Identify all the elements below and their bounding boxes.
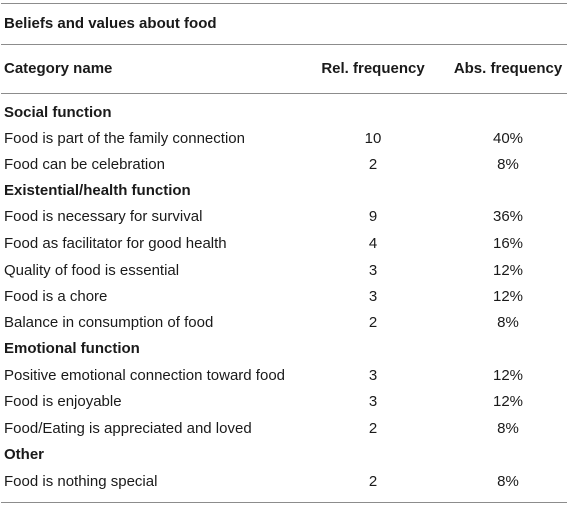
abs-frequency: 40% <box>492 130 524 147</box>
section-row-other: Other <box>1 446 567 472</box>
table-row: Food as facilitator for good health 4 16… <box>1 235 567 261</box>
section-label: Emotional function <box>4 340 140 357</box>
category-name: Food is a chore <box>4 288 108 305</box>
rel-frequency: 9 <box>368 208 378 225</box>
abs-frequency: 16% <box>492 235 524 252</box>
category-name: Food is necessary for survival <box>4 208 203 225</box>
section-label: Social function <box>4 104 112 121</box>
category-name: Food is part of the family connection <box>4 130 245 147</box>
table-row: Food is enjoyable 3 12% <box>1 393 567 419</box>
category-name: Food is enjoyable <box>4 393 122 410</box>
abs-frequency: 8% <box>497 314 519 331</box>
column-header-rel-frequency: Rel. frequency <box>321 60 425 77</box>
rel-frequency: 3 <box>368 262 378 279</box>
table-row: Food/Eating is appreciated and loved 2 8… <box>1 420 567 446</box>
category-name: Quality of food is essential <box>4 262 180 279</box>
abs-frequency: 8% <box>497 420 519 437</box>
section-row-emotional: Emotional function <box>1 340 567 366</box>
table-row: Balance in consumption of food 2 8% <box>1 314 567 340</box>
section-label: Other <box>4 446 45 463</box>
abs-frequency: 12% <box>492 288 524 305</box>
table-row: Food is a chore 3 12% <box>1 288 567 314</box>
abs-frequency: 12% <box>492 367 524 384</box>
table-bottom-rule <box>1 502 567 503</box>
section-row-existential: Existential/health function <box>1 182 567 208</box>
table-title: Beliefs and values about food <box>4 15 217 32</box>
rel-frequency: 3 <box>368 367 378 384</box>
table-row: Positive emotional connection toward foo… <box>1 367 567 393</box>
category-name: Food is nothing special <box>4 473 158 490</box>
section-label: Existential/health function <box>4 182 191 199</box>
rel-frequency: 4 <box>368 235 378 252</box>
title-rule <box>1 44 567 45</box>
category-name: Food can be celebration <box>4 156 165 173</box>
table-row: Food can be celebration 2 8% <box>1 156 567 182</box>
abs-frequency: 12% <box>492 393 524 410</box>
table-row: Quality of food is essential 3 12% <box>1 262 567 288</box>
category-name: Balance in consumption of food <box>4 314 214 331</box>
table-row: Food is necessary for survival 9 36% <box>1 208 567 234</box>
category-name: Positive emotional connection toward foo… <box>4 367 286 384</box>
category-name: Food/Eating is appreciated and loved <box>4 420 252 437</box>
table-row: Food is part of the family connection 10… <box>1 130 567 156</box>
abs-frequency: 8% <box>497 473 519 490</box>
rel-frequency: 3 <box>368 288 378 305</box>
section-row-social: Social function <box>1 104 567 130</box>
rel-frequency: 2 <box>368 156 378 173</box>
rel-frequency: 2 <box>368 420 378 437</box>
rel-frequency: 2 <box>368 314 378 331</box>
header-rule <box>1 93 567 94</box>
category-name: Food as facilitator for good health <box>4 235 227 252</box>
table-top-rule <box>1 3 567 4</box>
rel-frequency: 3 <box>368 393 378 410</box>
abs-frequency: 12% <box>492 262 524 279</box>
table-row: Food is nothing special 2 8% <box>1 473 567 499</box>
table-header-row: Category name Rel. frequency Abs. freque… <box>1 60 567 86</box>
column-header-abs-frequency: Abs. frequency <box>453 60 563 77</box>
rel-frequency: 10 <box>364 130 382 147</box>
rel-frequency: 2 <box>368 473 378 490</box>
abs-frequency: 36% <box>492 208 524 225</box>
abs-frequency: 8% <box>497 156 519 173</box>
column-header-category: Category name <box>4 60 113 77</box>
